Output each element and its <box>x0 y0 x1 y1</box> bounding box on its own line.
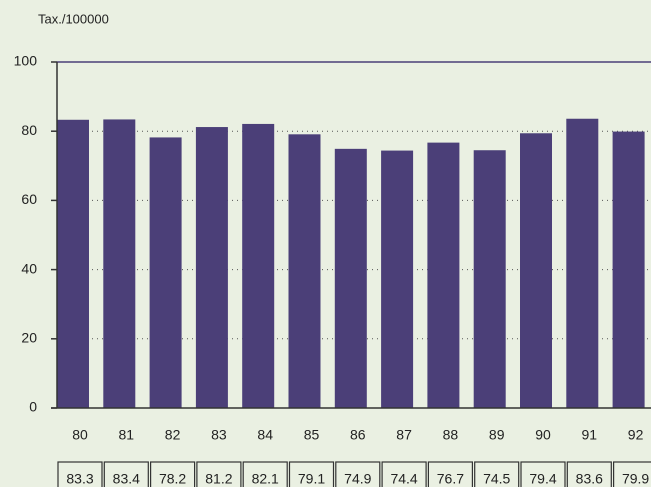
x-tick-label: 85 <box>304 427 320 443</box>
bar <box>473 150 506 409</box>
bar <box>57 119 89 409</box>
x-tick-label: 84 <box>257 427 273 443</box>
table-value: 78.2 <box>159 471 186 487</box>
bar <box>566 118 599 408</box>
bar <box>612 131 645 408</box>
table-cell <box>288 461 335 487</box>
table-cell <box>474 461 520 487</box>
table-cell <box>103 461 149 487</box>
x-tick-label: 80 <box>72 427 88 443</box>
table-cell <box>335 461 381 487</box>
bar <box>288 134 321 408</box>
x-tick-label: 82 <box>165 427 181 443</box>
x-tick-label: 89 <box>489 427 505 443</box>
y-tick-label: 60 <box>21 191 37 207</box>
table-value: 76.7 <box>437 471 464 487</box>
x-tick-label: 81 <box>119 427 135 443</box>
bar <box>427 142 460 409</box>
x-tick-label: 83 <box>211 427 227 443</box>
table-value: 74.4 <box>390 471 417 487</box>
x-tick-label: 90 <box>535 427 551 443</box>
bar <box>242 123 275 409</box>
bar <box>381 150 414 409</box>
bar <box>103 119 136 408</box>
y-tick-label: 20 <box>21 330 37 346</box>
table-value: 74.9 <box>344 471 371 487</box>
table-cell <box>57 461 103 487</box>
y-tick-label: 80 <box>21 122 37 138</box>
x-tick-label: 91 <box>582 427 598 443</box>
table-cell <box>566 461 612 487</box>
table-cell <box>427 461 473 487</box>
table-value: 79.9 <box>622 471 649 487</box>
table-value: 83.3 <box>66 471 93 487</box>
table-value: 74.5 <box>483 471 510 487</box>
x-tick-label: 87 <box>396 427 412 443</box>
bar <box>149 137 182 409</box>
x-tick-label: 92 <box>628 427 644 443</box>
table-cell <box>196 461 242 487</box>
table-cell <box>520 461 566 487</box>
bar <box>195 127 228 408</box>
y-tick-label: 0 <box>29 399 37 415</box>
table-value: 83.4 <box>113 471 140 487</box>
y-tick-label: 40 <box>21 260 37 276</box>
y-tick-label: 100 <box>14 53 38 69</box>
table-cell <box>612 461 651 487</box>
table-value: 82.1 <box>252 471 279 487</box>
table-value: 83.6 <box>576 471 603 487</box>
table-cell <box>381 461 427 487</box>
x-tick-label: 86 <box>350 427 366 443</box>
table-value: 81.2 <box>205 471 232 487</box>
bar <box>520 133 552 408</box>
table-cell <box>242 461 288 487</box>
table-value: 79.1 <box>298 471 325 487</box>
bar <box>334 148 367 408</box>
table-cell <box>150 461 196 487</box>
x-tick-label: 88 <box>443 427 459 443</box>
table-value: 79.4 <box>529 471 556 487</box>
chart-title: Tax./100000 <box>38 11 109 26</box>
